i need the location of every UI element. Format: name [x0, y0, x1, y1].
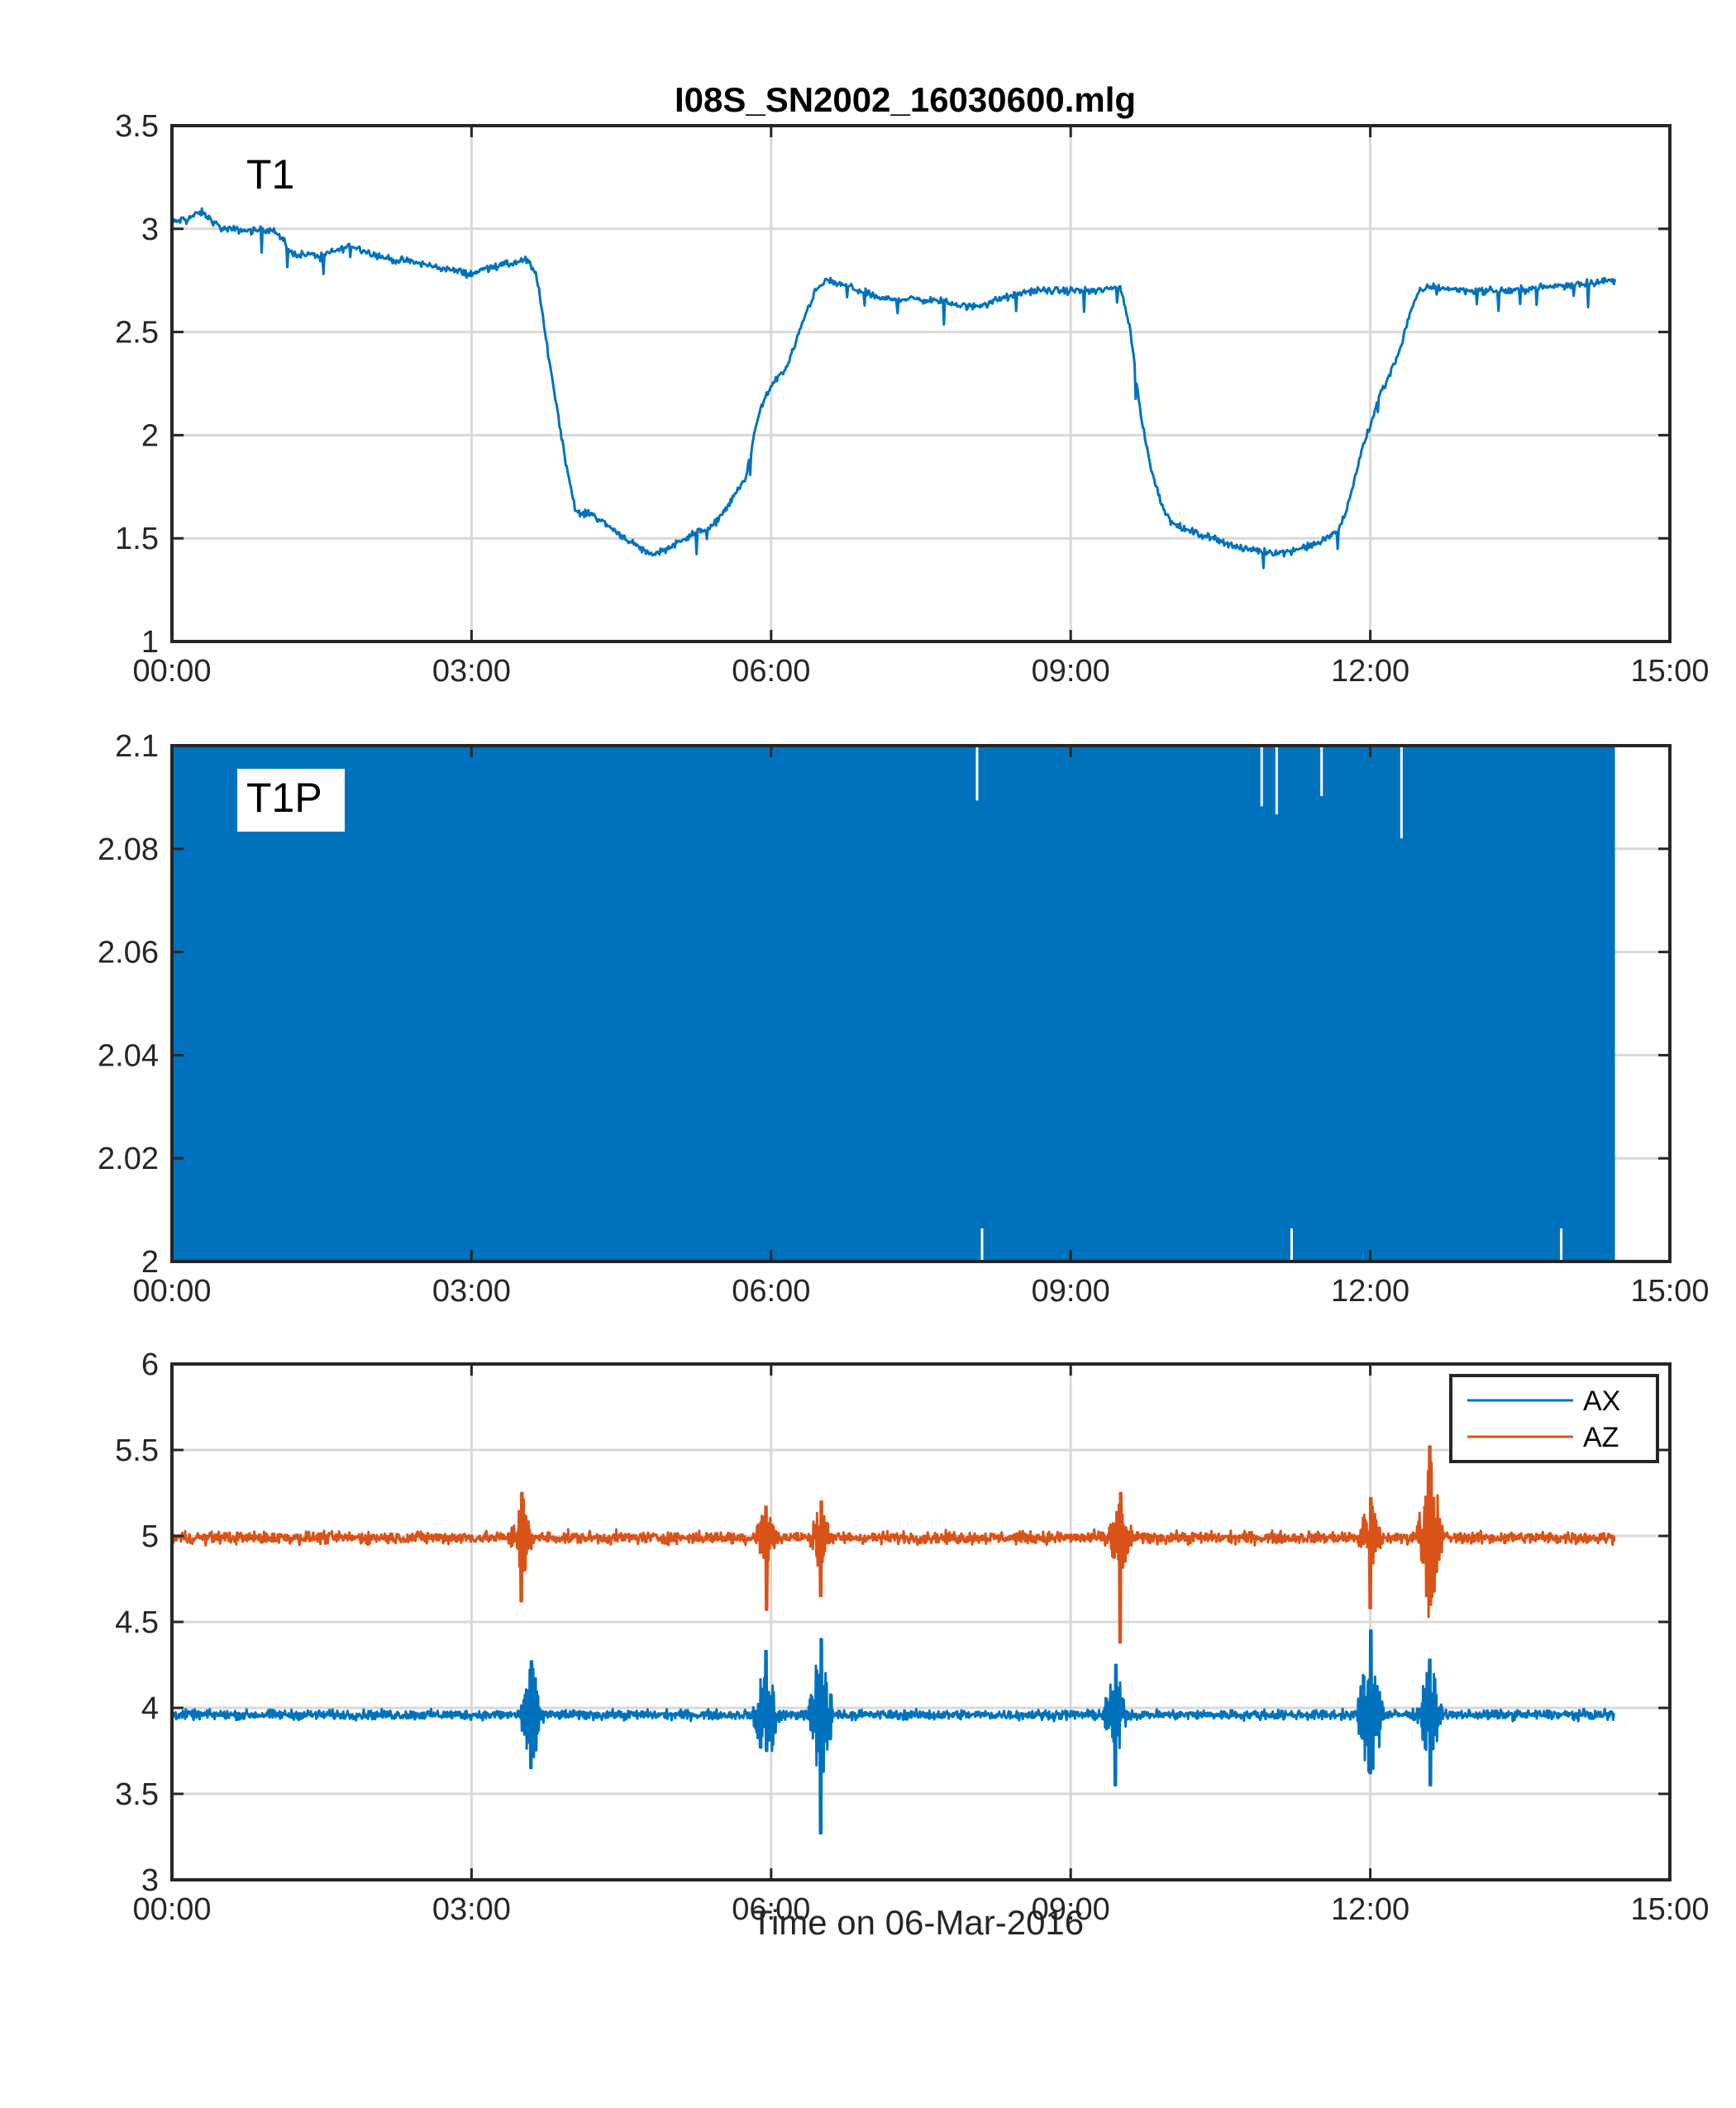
y-tick-label: 2.1 — [115, 729, 159, 764]
x-tick-label: 15:00 — [1630, 1274, 1709, 1309]
x-tick-label: 09:00 — [1032, 1274, 1110, 1309]
series-line-az — [172, 1445, 1616, 1644]
y-tick-label: 2 — [141, 418, 159, 453]
series-line-ax — [172, 1629, 1616, 1835]
y-tick-label: 3 — [141, 1863, 159, 1898]
y-tick-label: 5 — [141, 1519, 159, 1554]
x-tick-label: 12:00 — [1331, 1892, 1409, 1927]
y-tick-label: 3.5 — [115, 109, 159, 144]
x-tick-label: 06:00 — [732, 1274, 810, 1309]
x-tick-label: 09:00 — [1032, 654, 1110, 689]
gap-bottom — [980, 1228, 984, 1261]
x-tick-label: 03:00 — [432, 1892, 511, 1927]
y-tick-label: 1.5 — [115, 522, 159, 556]
x-tick-label: 06:00 — [732, 1892, 810, 1927]
legend-box — [1449, 1374, 1659, 1463]
chart-title: I08S_SN2002_16030600.mlg — [675, 80, 1136, 119]
legend-entry: AZ — [1583, 1422, 1619, 1453]
panel-accel: 00:00 03:00 06:00 09:00 12:00 15:00 3 3.5 4 4.5 5 5… — [115, 1347, 1709, 1927]
y-tick-label: 3.5 — [115, 1777, 159, 1812]
axes-box — [170, 744, 1672, 1263]
gap-top — [1320, 746, 1323, 797]
y-tick-label: 5.5 — [115, 1433, 159, 1468]
y-tick-label: 2.06 — [98, 936, 159, 971]
gap-top — [1400, 746, 1403, 839]
x-tick-label: 06:00 — [732, 654, 810, 689]
x-tick-label: 00:00 — [132, 1274, 211, 1309]
y-tick-label: 2.02 — [98, 1142, 159, 1176]
axes-box — [170, 124, 1672, 643]
y-tick-label: 1 — [141, 625, 159, 660]
panel-label: T1 — [246, 151, 294, 198]
gap-bottom — [1290, 1228, 1293, 1261]
x-tick-label: 03:00 — [432, 654, 511, 689]
legend: AX AZ — [1449, 1374, 1659, 1463]
gap-bottom — [1560, 1228, 1563, 1261]
x-tick-label: 15:00 — [1630, 654, 1709, 689]
x-axis-label: Time on 06-Mar-2016 — [751, 1903, 1084, 1942]
x-tick-label: 00:00 — [132, 654, 211, 689]
panel-t1p: 00:00 03:00 06:00 09:00 12:00 15:00 2 2.02 2.04 2… — [98, 729, 1710, 1309]
y-tick-label: 2 — [141, 1245, 159, 1280]
series-line-t1p — [172, 746, 1615, 1261]
x-tick-label: 12:00 — [1331, 654, 1409, 689]
series-line-main — [172, 207, 1617, 570]
panel-label: T1P — [246, 775, 322, 821]
y-tick-label: 3 — [141, 212, 159, 247]
gap-top — [1275, 746, 1278, 815]
y-tick-label: 2.5 — [115, 316, 159, 351]
x-tick-label: 00:00 — [132, 1892, 211, 1927]
gap-top — [1260, 746, 1263, 807]
x-tick-label: 09:00 — [1032, 1892, 1110, 1927]
legend-entry: AX — [1583, 1385, 1620, 1417]
y-tick-label: 4 — [141, 1691, 159, 1726]
x-tick-label: 15:00 — [1630, 1892, 1709, 1927]
y-tick-label: 2.08 — [98, 832, 159, 867]
panel-t1: 00:00 03:00 06:00 09:00 12:00 15:00 1 1.5 2 2.5 3 3… — [115, 109, 1709, 689]
panel-label-background — [237, 769, 345, 832]
x-tick-label: 12:00 — [1331, 1274, 1409, 1309]
y-tick-label: 6 — [141, 1347, 159, 1382]
y-tick-label: 4.5 — [115, 1605, 159, 1640]
y-tick-label: 2.04 — [98, 1038, 159, 1073]
gap-top — [975, 746, 979, 801]
x-tick-label: 03:00 — [432, 1274, 511, 1309]
